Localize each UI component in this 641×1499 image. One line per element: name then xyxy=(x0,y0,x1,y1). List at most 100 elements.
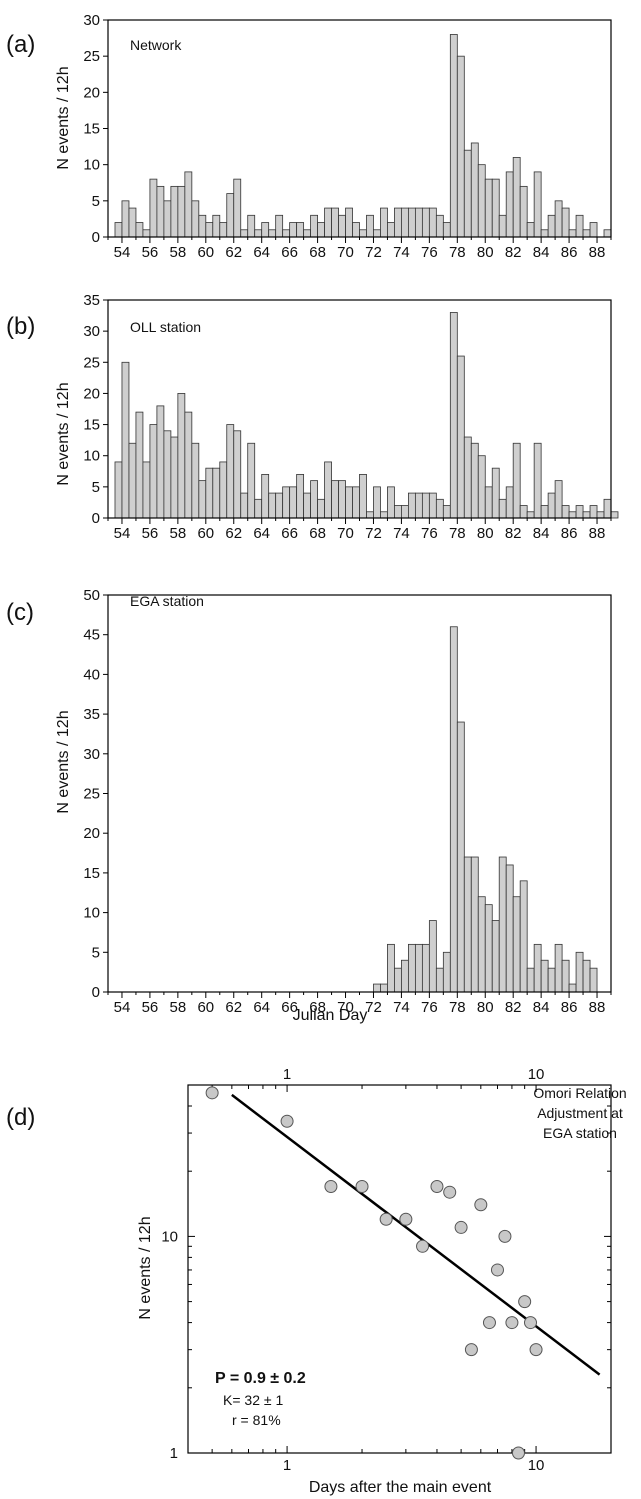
panel-a-x-tick-label: 80 xyxy=(477,244,494,261)
panel-a-bar xyxy=(498,214,507,238)
panel-b-bar xyxy=(596,511,605,519)
panel-b-bar xyxy=(268,492,277,519)
panel-a-bar xyxy=(184,171,193,238)
panel-c-inner-label: EGA station xyxy=(130,593,204,609)
panel-a-x-tick-label: 60 xyxy=(197,244,214,261)
panel-b-x-tick-label: 76 xyxy=(421,525,438,542)
panel-a-y-tick-label: 5 xyxy=(92,193,100,210)
panel-c-bar xyxy=(477,896,486,993)
panel-a-bar xyxy=(359,229,367,238)
panel-b-bar xyxy=(310,480,318,519)
panel-a-bar xyxy=(177,185,186,238)
panel-b-bar xyxy=(519,505,528,519)
panel-a-bar xyxy=(401,207,409,238)
panel-b-bar xyxy=(205,467,214,519)
panel-b-y-tick-label: 0 xyxy=(92,510,100,527)
panel-a-bar xyxy=(526,222,535,238)
panel-a-bar xyxy=(114,222,123,238)
panel-b-bar xyxy=(414,492,423,519)
panel-d-data-point xyxy=(324,1179,338,1193)
panel-c-x-tick-label: 54 xyxy=(114,999,131,1016)
panel-c-x-tick-label: 68 xyxy=(309,999,326,1016)
panel-b-bar xyxy=(254,498,263,519)
panel-a-bar xyxy=(366,214,374,238)
panel-b-bar xyxy=(463,436,472,519)
panel-b-bar xyxy=(554,480,563,519)
panel-b-bar xyxy=(212,467,221,519)
panel-b-bar xyxy=(603,498,612,519)
panel-b-y-tick-label: 10 xyxy=(83,448,100,465)
panel-a-x-tick-label: 86 xyxy=(561,244,578,261)
panel-d-data-point xyxy=(416,1239,430,1253)
panel-b-y-tick-label: 15 xyxy=(83,417,100,434)
panel-a-y-axis-title: N events / 12h xyxy=(55,66,72,169)
panel-b-bar xyxy=(575,505,584,519)
panel-b-bar xyxy=(477,455,486,519)
panel-a-x-tick-label: 76 xyxy=(421,244,438,261)
panel-b-x-tick-label: 70 xyxy=(337,525,354,542)
panel-c-bar xyxy=(435,967,444,993)
panel-b-x-tick-label: 84 xyxy=(533,525,550,542)
panel-c-x-tick-label: 56 xyxy=(142,999,159,1016)
panel-d-inner-label-line-2: Adjustment at xyxy=(537,1105,623,1121)
panel-a-bar xyxy=(477,164,486,238)
panel-c-bar xyxy=(505,864,514,993)
panel-b-bar xyxy=(421,492,430,519)
panel-c-x-tick-label: 64 xyxy=(253,999,270,1016)
panel-b-x-tick-label: 64 xyxy=(253,525,270,542)
panel-b-x-tick-label: 66 xyxy=(281,525,298,542)
panel-c-x-tick-label: 72 xyxy=(365,999,382,1016)
panel-d-y-axis-title: N events / 12h xyxy=(137,1216,154,1319)
panel-c-histogram: (c) EGA station N events / 12h Julian Da… xyxy=(6,587,612,1024)
panel-c-bar xyxy=(387,943,395,993)
panel-c-bar xyxy=(373,983,381,993)
panel-b-bar xyxy=(449,312,458,519)
panel-a-bar xyxy=(470,142,479,238)
panel-a-bar xyxy=(456,55,465,238)
panel-c-bars xyxy=(373,626,598,993)
panel-c-y-tick-label: 35 xyxy=(83,706,100,723)
panel-c-bar xyxy=(540,959,549,993)
panel-b-bar xyxy=(296,473,305,519)
panel-d-data-point xyxy=(482,1316,496,1330)
panel-d-omori-scatter: (d) N events / 12h Days after the main e… xyxy=(6,1066,627,1496)
panel-d-data-point xyxy=(474,1198,488,1212)
panel-a-bar xyxy=(289,222,298,238)
panel-a-bar xyxy=(352,222,360,238)
panel-a-bar xyxy=(575,214,584,238)
panel-a-bar xyxy=(589,222,598,238)
panel-a-bar xyxy=(568,229,577,238)
panel-b-bar xyxy=(533,442,542,519)
panel-b-x-tick-label: 86 xyxy=(561,525,578,542)
panel-c-bar xyxy=(428,920,437,993)
panel-a-bar xyxy=(414,207,423,238)
panel-b-bar xyxy=(366,511,374,519)
panel-b-y-tick-label: 25 xyxy=(83,354,100,371)
panel-b-bar xyxy=(589,505,598,519)
panel-a-bar xyxy=(338,214,346,238)
panel-b-bar xyxy=(324,461,332,519)
panel-a-bar xyxy=(142,229,151,238)
panel-d-x-tick-label-bottom: 10 xyxy=(528,1457,545,1474)
panel-a-bar xyxy=(387,222,395,238)
panel-b-bar xyxy=(568,511,577,519)
panel-d-y-tick-label: 10 xyxy=(161,1228,178,1245)
panel-d-data-point xyxy=(490,1263,504,1277)
panel-b-bar xyxy=(498,498,507,519)
panel-d-data-point xyxy=(454,1220,468,1234)
panel-b-x-tick-label: 62 xyxy=(225,525,242,542)
panel-c-x-tick-label: 80 xyxy=(477,999,494,1016)
panel-a-bar xyxy=(317,222,325,238)
panel-d-data-point xyxy=(430,1179,444,1193)
panel-d-inner-label-line-3: EGA station xyxy=(543,1125,617,1141)
panel-c-bar xyxy=(582,959,591,993)
panel-a-bar xyxy=(324,207,332,238)
panel-b-bar xyxy=(582,511,591,519)
panel-c-y-tick-label: 20 xyxy=(83,825,100,842)
panel-b-bar xyxy=(289,486,298,519)
panel-c-x-tick-label: 70 xyxy=(337,999,354,1016)
panel-d-data-point xyxy=(524,1316,537,1330)
panel-a-bar xyxy=(303,229,311,238)
panel-a-x-tick-label: 54 xyxy=(114,244,131,261)
panel-c-x-tick-label: 86 xyxy=(561,999,578,1016)
